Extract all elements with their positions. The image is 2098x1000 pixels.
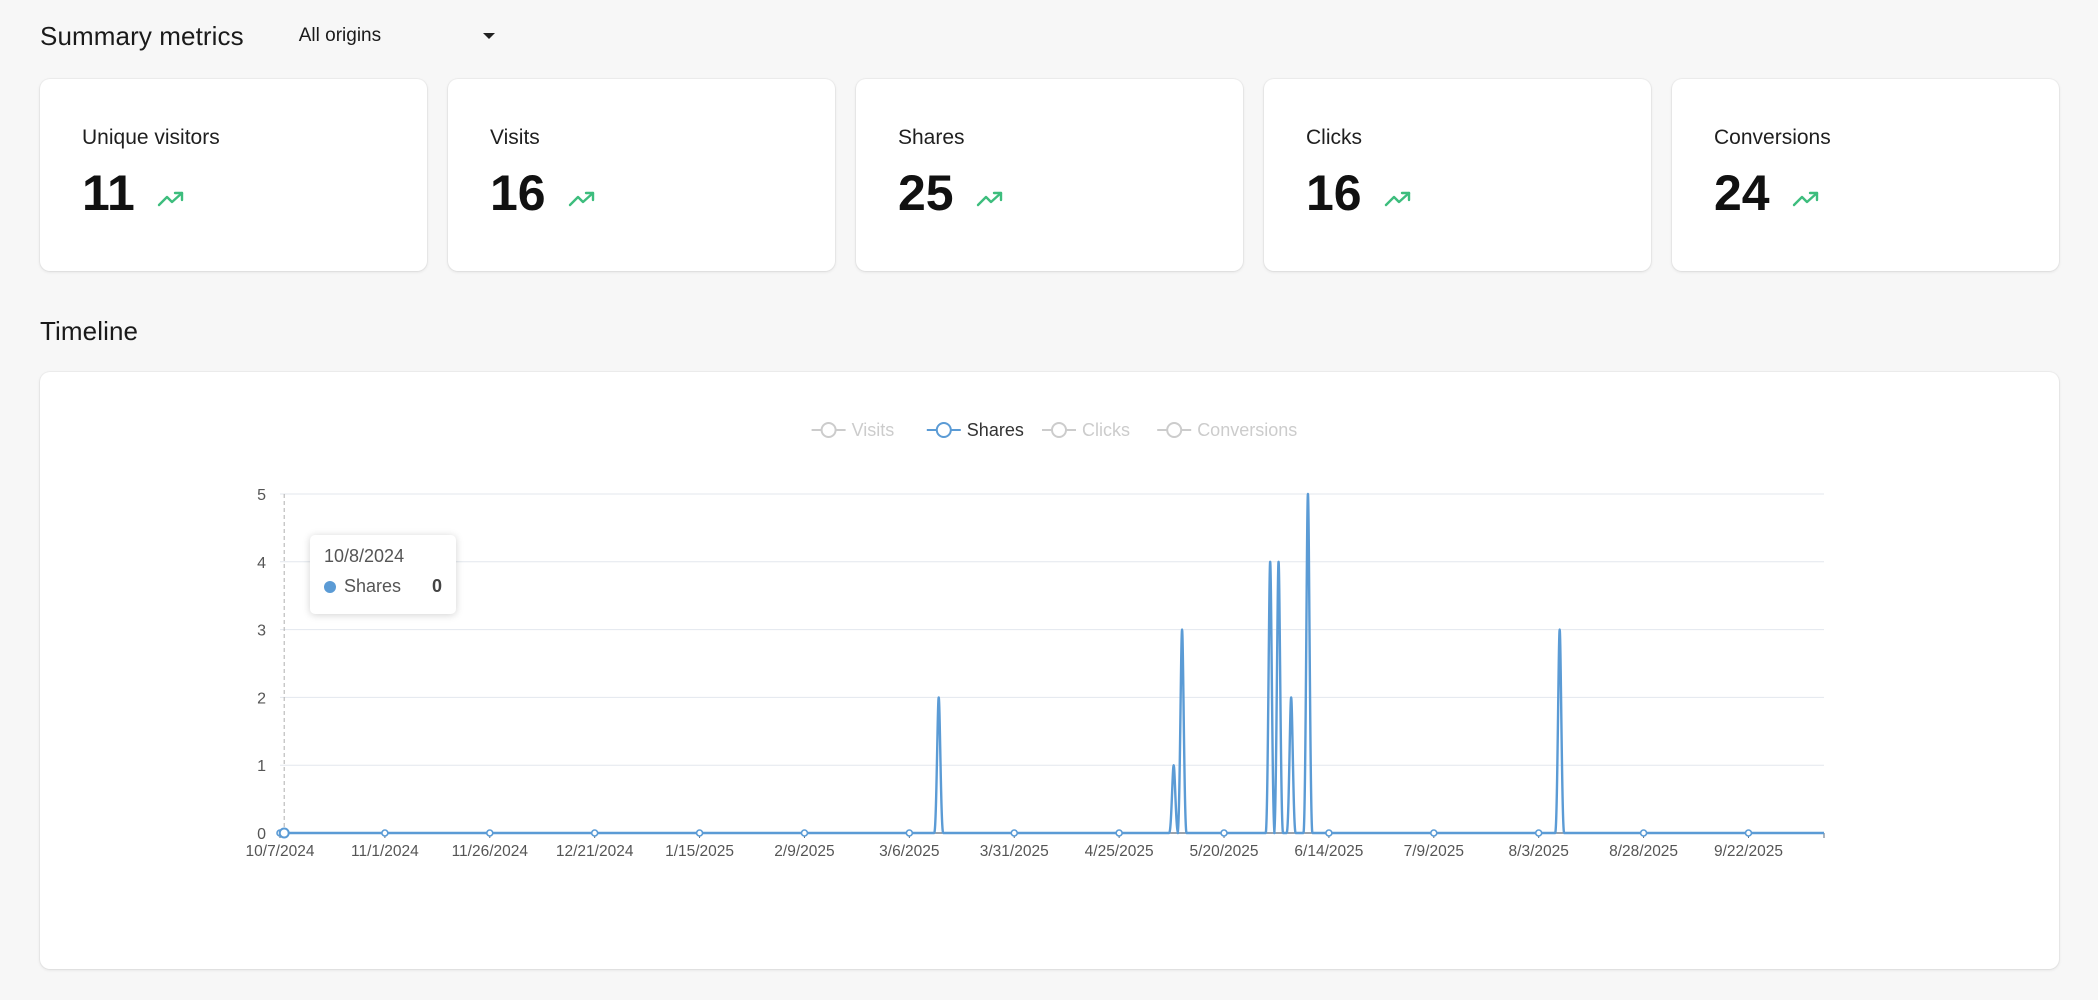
metric-card-visits: Visits 16 (448, 79, 835, 271)
metric-label: Unique visitors (82, 126, 220, 149)
series-marker (1430, 829, 1438, 837)
tooltip-date: 10/8/2024 (324, 546, 405, 566)
metric-value: 25 (898, 165, 954, 221)
series-marker (1639, 829, 1648, 837)
x-tick-label: 3/6/2025 (879, 843, 939, 860)
chart-tooltip: 10/8/2024 Shares 0 (310, 535, 456, 614)
trending-up-icon (1792, 191, 1818, 207)
metric-label: Conversions (1714, 126, 1831, 149)
series-marker (1325, 829, 1333, 837)
y-tick-label: 2 (257, 690, 266, 707)
legend-marker-visits (820, 422, 837, 438)
x-tick-label: 1/15/2025 (665, 843, 734, 860)
trending-up-icon (157, 191, 184, 207)
tooltip-series: Shares (344, 576, 402, 596)
metric-value: 11 (82, 165, 135, 221)
trending-up-icon (976, 191, 1002, 207)
hover-point (278, 827, 290, 839)
y-tick-label: 4 (257, 555, 266, 572)
series-marker (1010, 829, 1019, 837)
timeline-chart-card: 0 1 2 3 4 5 10/7/2024 11/1/2024 11/26/2024 12/21/… (40, 372, 2059, 969)
metric-label: Visits (490, 126, 540, 149)
series-line-shares (280, 492, 1824, 835)
series-marker (590, 829, 599, 837)
x-tick-label: 3/31/2025 (980, 843, 1049, 860)
x-tick-label: 12/21/2024 (556, 843, 634, 860)
x-tick-label: 11/26/2024 (452, 843, 529, 860)
summary-title: Summary metrics (40, 20, 244, 51)
series-marker (695, 829, 704, 837)
x-tick-label: 10/7/2024 (246, 843, 315, 860)
y-tick-label: 5 (257, 487, 266, 504)
legend-label-visits: Visits (852, 420, 895, 440)
timeline-chart: 0 1 2 3 4 5 10/7/2024 11/1/2024 11/26/2024 12/21/… (246, 420, 1825, 860)
legend-marker-shares (935, 422, 952, 438)
legend-marker-conversions (1166, 422, 1183, 438)
series-marker (485, 829, 494, 837)
legend-marker-clicks (1051, 422, 1067, 438)
series-dot-icon (324, 580, 336, 593)
summary-header: Summary metrics All origins (40, 18, 499, 54)
legend-label-conversions: Conversions (1197, 420, 1297, 440)
metric-card-clicks: Clicks 16 (1264, 79, 1651, 271)
y-tick-label: 0 (257, 826, 266, 843)
caret-down-icon (482, 33, 495, 39)
metric-card-shares: Shares 25 (856, 79, 1243, 271)
x-tick-label: 9/22/2025 (1714, 843, 1783, 860)
x-tick-label: 5/20/2025 (1190, 843, 1259, 860)
metric-card-conversions: Conversions 24 (1672, 79, 2059, 271)
metric-card-unique-visitors: Unique visitors 11 (40, 79, 427, 271)
series-marker (905, 829, 914, 837)
x-tick-label: 2/9/2025 (774, 843, 834, 860)
series-marker (800, 829, 809, 837)
metric-value: 16 (1306, 165, 1362, 221)
y-tick-label: 3 (257, 623, 266, 640)
timeline-title: Timeline (40, 316, 139, 346)
y-tick-label: 1 (257, 758, 266, 775)
legend-label-clicks: Clicks (1082, 420, 1130, 440)
x-tick-label: 8/28/2025 (1609, 843, 1678, 860)
x-tick-label: 8/3/2025 (1509, 843, 1569, 860)
metric-value: 24 (1714, 165, 1770, 221)
series-marker (1220, 829, 1228, 837)
metric-label: Shares (898, 126, 965, 149)
x-tick-label: 6/14/2025 (1294, 843, 1363, 860)
legend-label-shares: Shares (967, 420, 1024, 440)
x-tick-label: 4/25/2025 (1085, 843, 1154, 860)
metric-label: Clicks (1306, 126, 1362, 149)
x-tick-label: 7/9/2025 (1404, 843, 1464, 860)
trending-up-icon (1384, 191, 1410, 207)
series-marker (1115, 829, 1123, 837)
series-marker (1744, 829, 1753, 837)
series-marker (1534, 829, 1543, 837)
trending-up-icon (568, 191, 594, 207)
origin-select-value: All origins (298, 25, 382, 46)
origin-select[interactable]: All origins (299, 18, 499, 54)
series-marker (381, 829, 389, 837)
tooltip-value: 0 (431, 576, 442, 596)
metric-cards: Unique visitors 11 Visits 16 Shares 25 C… (40, 79, 2059, 271)
metric-value: 16 (490, 165, 546, 221)
x-tick-label: 11/1/2024 (351, 843, 419, 860)
